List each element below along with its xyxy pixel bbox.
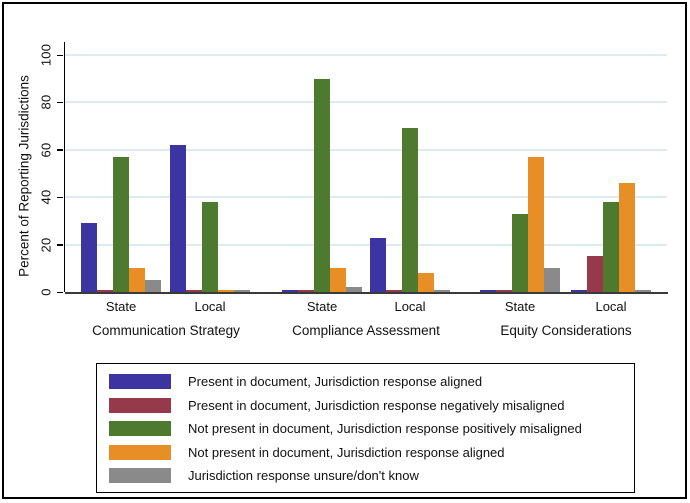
y-tick-label: 60 [38,142,54,158]
bar [202,201,218,292]
bar [314,78,330,292]
gridline [65,54,667,56]
bar [418,273,434,292]
bar [145,280,161,292]
legend-row: Present in document, Jurisdiction respon… [97,394,634,418]
y-tick [57,244,63,246]
bar [186,289,202,292]
legend-swatch [109,374,171,390]
y-tick [57,54,63,56]
bar [635,289,651,292]
x-category-label: Communication Strategy [92,323,240,338]
bar-cluster-communication-strategy-local [170,145,250,292]
y-tick-label: 20 [38,237,54,253]
y-tick [57,291,63,293]
bar [346,287,362,292]
bar [603,201,619,292]
legend-swatch [109,444,171,460]
legend-label: Not present in document, Jurisdiction re… [188,444,505,460]
bar [234,289,250,292]
bar [528,156,544,292]
legend-row: Not present in document, Jurisdiction re… [97,417,634,441]
bar [512,213,528,292]
plot-area [65,40,667,292]
y-tick [57,149,63,151]
bar [619,182,635,292]
bar [113,156,129,292]
bar [386,289,402,292]
legend-label: Present in document, Jurisdiction respon… [188,374,483,390]
bar [587,256,603,292]
x-group-label: Local [394,299,426,314]
y-tick-label: 100 [38,43,54,67]
bar-cluster-equity-considerations-state [480,156,560,292]
bar [544,268,560,292]
gridline [65,148,667,151]
gridline [65,101,667,104]
bar-cluster-equity-considerations-local [571,182,651,292]
bar [97,289,113,292]
legend-swatch [109,397,171,413]
bar [496,289,512,292]
x-category-label: Equity Considerations [500,323,632,338]
legend-swatch [109,468,171,484]
legend-row: Present in document, Jurisdiction respon… [97,370,634,394]
bar [330,268,346,292]
bar [402,128,418,292]
y-axis-line [63,42,65,292]
x-group-label: State [504,299,536,314]
bar [218,289,234,292]
y-tick [57,196,63,199]
bar-cluster-compliance-assessment-local [370,128,450,292]
x-group-label: State [306,299,338,314]
bar [480,289,496,292]
x-group-label: State [105,299,137,314]
bar [81,223,97,292]
x-group-label: Local [595,299,627,314]
x-category-label: Compliance Assessment [292,323,440,338]
legend-row: Not present in document, Jurisdiction re… [97,441,634,465]
legend-label: Jurisdiction response unsure/don't know [188,468,419,484]
y-tick-label: 80 [38,94,54,110]
bar-cluster-compliance-assessment-state [282,78,362,292]
y-axis-title: Percent of Reporting Jurisdictions [16,75,32,277]
bar [571,289,587,292]
bar-cluster-communication-strategy-state [81,156,161,292]
x-axis-line [65,292,668,294]
legend: Present in document, Jurisdiction respon… [96,363,635,493]
bar [298,289,314,292]
legend-row: Jurisdiction response unsure/don't know [97,464,634,488]
bar [129,268,145,292]
bar [370,237,386,292]
x-group-label: Local [194,299,226,314]
y-tick-label: 0 [38,288,54,296]
legend-label: Present in document, Jurisdiction respon… [188,397,565,413]
y-tick [57,101,63,104]
gridline [65,243,667,246]
legend-label: Not present in document, Jurisdiction re… [188,421,582,437]
gridline [65,196,667,199]
bar [170,145,186,292]
legend-swatch [109,421,171,437]
bar [434,289,450,292]
y-tick-label: 40 [38,189,54,205]
bar [282,289,298,292]
